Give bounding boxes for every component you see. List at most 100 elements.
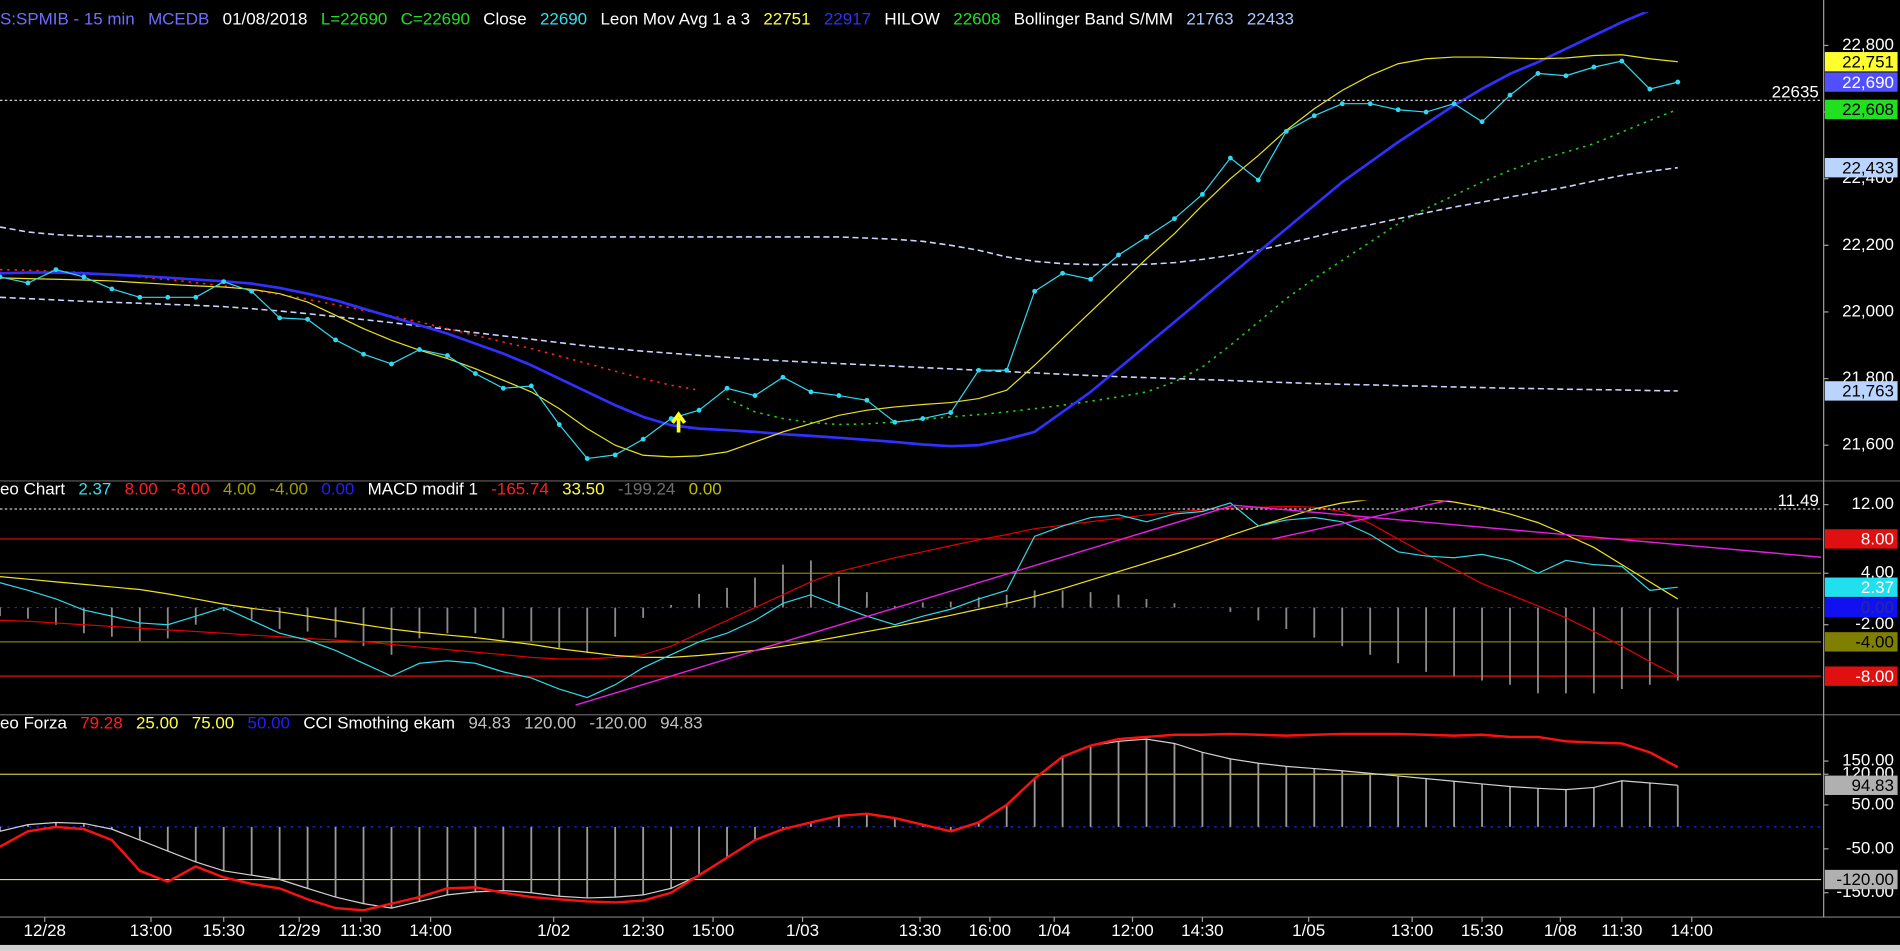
header-item: C=22690 [401,10,470,29]
price-point [500,385,506,391]
series-line [0,500,1679,658]
pane-header: eo Chart 2.37 8.00 -8.00 4.00 -4.00 0.00 MACD m… [0,480,722,499]
price-point [1535,70,1541,76]
price-point [1311,113,1317,119]
value-tag [1824,666,1898,686]
header-item: 01/08/2018 [223,10,308,29]
header-item: 22690 [540,10,587,29]
value-tag-label: -4.00 [1855,633,1894,652]
price-point [1283,128,1289,134]
header-item: -165.74 [491,480,549,499]
value-tag-label: 94.83 [1851,776,1893,795]
pane [0,500,1822,699]
reference-label: 11.49 [1778,491,1819,510]
price-point [361,351,366,357]
price-point [333,337,338,343]
value-tag-label: 0.00 [1861,598,1894,617]
x-tick-label: 11:30 [1601,921,1642,940]
header-item: 94.83 [660,714,702,733]
plot-layer: S:SPMIB - 15 min MCEDB 01/08/2018 L=22690 C=… [0,10,1898,940]
header-item: -4.00 [269,480,308,499]
trend-line [575,504,1234,706]
price-point [1507,92,1513,98]
price-point [640,436,646,442]
price-point [277,315,283,321]
price-point [1647,86,1653,92]
value-tag-label: 2.37 [1861,578,1894,597]
header-item: -120.00 [589,714,647,733]
price-point [836,393,842,398]
value-tag-label: 22,608 [1842,100,1894,119]
value-tag-label: -120.00 [1836,870,1894,889]
price-point [584,456,590,461]
price-point [1619,58,1625,64]
price-point [752,393,758,398]
price-point [1563,73,1569,79]
header-item: eo Forza [0,714,67,733]
header-item: -8.00 [171,480,210,499]
x-tick-label: 1/02 [537,921,570,940]
header-item: 0.00 [321,480,354,499]
value-tag [1824,597,1898,618]
price-point [1172,216,1177,222]
price-point [25,280,31,286]
price-point [193,294,199,300]
y-tick-label: 4.00 [1861,563,1894,582]
header-item: 8.00 [125,480,158,499]
scrollbar[interactable] [0,944,1900,951]
price-point [389,361,394,367]
header-item: S:SPMIB - 15 min [0,10,135,29]
x-tick-label: 1/05 [1292,921,1325,940]
price-point [1255,177,1261,183]
price-point [1088,276,1093,282]
x-tick-label: 16:00 [969,921,1011,940]
value-tag [1824,529,1898,549]
trend-line [1272,500,1452,540]
signal-arrow [671,411,687,433]
series-line [0,732,1679,912]
header-item: 94.83 [468,714,510,733]
reference-label: 22635 [1772,83,1819,102]
pane [0,732,1822,912]
price-point [417,347,422,353]
y-tick-label: 12.00 [1851,494,1893,513]
price-point [1423,109,1429,115]
y-tick-label: 22,800 [1842,35,1894,54]
header-item: 0.00 [689,480,722,499]
y-tick-label: 50.00 [1851,794,1893,813]
price-point [1116,252,1121,258]
header-item: MCEDB [148,10,209,29]
header-item: 33.50 [562,480,604,499]
y-tick-label: -2.00 [1855,614,1894,633]
header-item: 22917 [824,10,871,29]
x-tick-label: 13:30 [899,921,941,940]
price-point [81,274,87,280]
price-point [165,294,171,300]
price-point [864,397,870,403]
price-point [109,286,115,292]
header-item: Close [483,10,526,29]
price-point [305,316,311,322]
header-item: Bollinger Band S/MM [1014,10,1173,29]
price-point [528,383,534,389]
value-tag-label: 22,690 [1842,73,1894,92]
x-tick-label: 12/29 [278,921,320,940]
x-tick-label: 1/03 [786,921,819,940]
price-point [1144,234,1149,240]
y-tick-label: 150.00 [1842,751,1894,770]
price-point [444,353,450,359]
series-line [0,54,1678,458]
x-tick-label: 1/04 [1038,921,1071,940]
series-line [0,12,1650,448]
price-point [920,416,926,421]
header-item: 22433 [1247,10,1294,29]
price-point [724,385,730,391]
price-point [668,416,674,421]
header-item: 25.00 [136,714,178,733]
price-point [53,267,59,273]
value-tag [1824,869,1898,890]
price-point [249,288,255,294]
drawing-objects [575,500,1822,706]
